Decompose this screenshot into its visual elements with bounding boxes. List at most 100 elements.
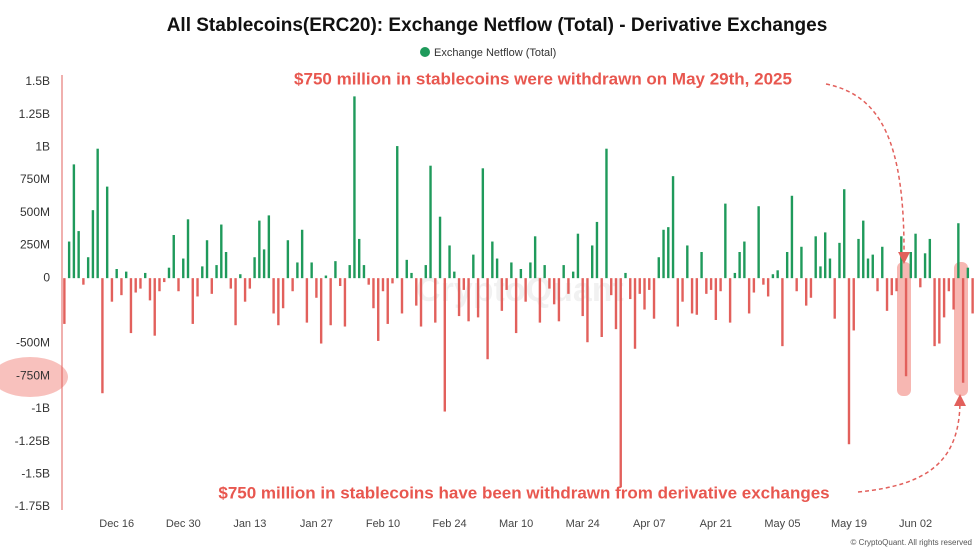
bar — [362, 265, 366, 279]
bar — [410, 272, 413, 279]
bar — [766, 278, 770, 297]
bar — [514, 278, 518, 334]
bar — [291, 278, 294, 292]
y-tick-label: -1.25B — [15, 434, 50, 448]
bar — [600, 278, 603, 337]
bar — [885, 278, 889, 311]
bar — [172, 235, 175, 279]
bar — [105, 186, 109, 279]
bar — [757, 206, 760, 279]
bar — [752, 278, 756, 293]
bar — [809, 278, 813, 298]
y-tick-label: 1.5B — [25, 74, 50, 88]
arrow — [825, 83, 911, 264]
annotation: $750 million in stablecoins were withdra… — [294, 69, 792, 88]
highlight — [954, 262, 968, 396]
bar — [472, 254, 475, 279]
bar — [63, 278, 66, 324]
bar — [248, 278, 252, 289]
bar — [690, 278, 694, 314]
bar — [595, 221, 599, 279]
bar — [871, 254, 874, 279]
bar — [163, 278, 166, 283]
legend-label: Exchange Netflow (Total) — [434, 47, 556, 59]
x-tick-label: Apr 07 — [633, 518, 665, 530]
y-tick-label: -750M — [16, 368, 50, 382]
bar — [519, 269, 523, 279]
bar — [719, 278, 722, 292]
bar — [543, 265, 546, 279]
bar — [424, 265, 427, 279]
bar — [638, 278, 641, 294]
bar — [476, 278, 480, 318]
bar — [557, 278, 561, 322]
annotation: $750 million in stablecoins have been wi… — [218, 483, 829, 502]
bar — [643, 278, 646, 310]
bar — [747, 278, 751, 314]
bar — [957, 223, 960, 279]
bar — [310, 262, 313, 279]
bar — [167, 267, 171, 279]
bar — [462, 278, 466, 290]
bar — [453, 271, 456, 279]
bar — [500, 278, 504, 311]
bar — [329, 278, 332, 326]
bar — [91, 210, 95, 279]
bar — [733, 272, 737, 279]
bar — [881, 246, 884, 279]
bar — [234, 278, 237, 326]
bar — [220, 224, 223, 279]
x-tick-label: Mar 24 — [566, 518, 600, 530]
bar — [819, 266, 822, 279]
bar — [324, 275, 328, 279]
bar — [657, 257, 660, 279]
bar — [182, 258, 185, 279]
y-tick-label: -1.5B — [21, 466, 50, 480]
bar — [510, 262, 513, 279]
y-tick-label: 750M — [20, 172, 50, 186]
bar — [415, 278, 418, 306]
bar — [72, 164, 76, 279]
y-tick-label: 250M — [20, 238, 50, 252]
bar — [77, 231, 80, 279]
y-tick-label: 1B — [35, 140, 50, 154]
bar — [186, 219, 190, 279]
bar — [153, 278, 156, 336]
bar — [781, 278, 784, 347]
bar — [400, 278, 404, 314]
x-tick-label: Dec 16 — [99, 518, 134, 530]
bar — [814, 236, 817, 279]
bar — [942, 278, 946, 318]
y-tick-label: 1.25B — [19, 107, 50, 121]
bar — [785, 252, 789, 279]
x-tick-label: Feb 10 — [366, 518, 400, 530]
bar — [215, 265, 218, 279]
bar — [966, 267, 970, 279]
bar — [338, 278, 342, 286]
y-tick-label: -500M — [16, 336, 50, 350]
bar — [919, 278, 922, 288]
bar — [552, 278, 556, 305]
bar — [148, 278, 152, 301]
x-tick-label: Apr 21 — [700, 518, 732, 530]
bar — [196, 278, 199, 297]
bar — [381, 278, 385, 292]
bar — [548, 278, 551, 289]
bar — [177, 278, 180, 292]
bar — [581, 278, 584, 317]
bar — [334, 261, 337, 279]
bar — [671, 176, 675, 279]
x-tick-label: Mar 10 — [499, 518, 533, 530]
bar — [790, 195, 794, 279]
bar — [281, 278, 285, 309]
bar — [828, 258, 832, 279]
bar — [971, 278, 974, 314]
bar — [776, 270, 779, 279]
bar — [743, 241, 746, 279]
bar — [571, 271, 575, 279]
bar — [191, 278, 194, 324]
bar — [576, 233, 580, 279]
x-tick-label: Feb 24 — [432, 518, 466, 530]
bar — [938, 278, 941, 344]
bar — [700, 252, 703, 279]
